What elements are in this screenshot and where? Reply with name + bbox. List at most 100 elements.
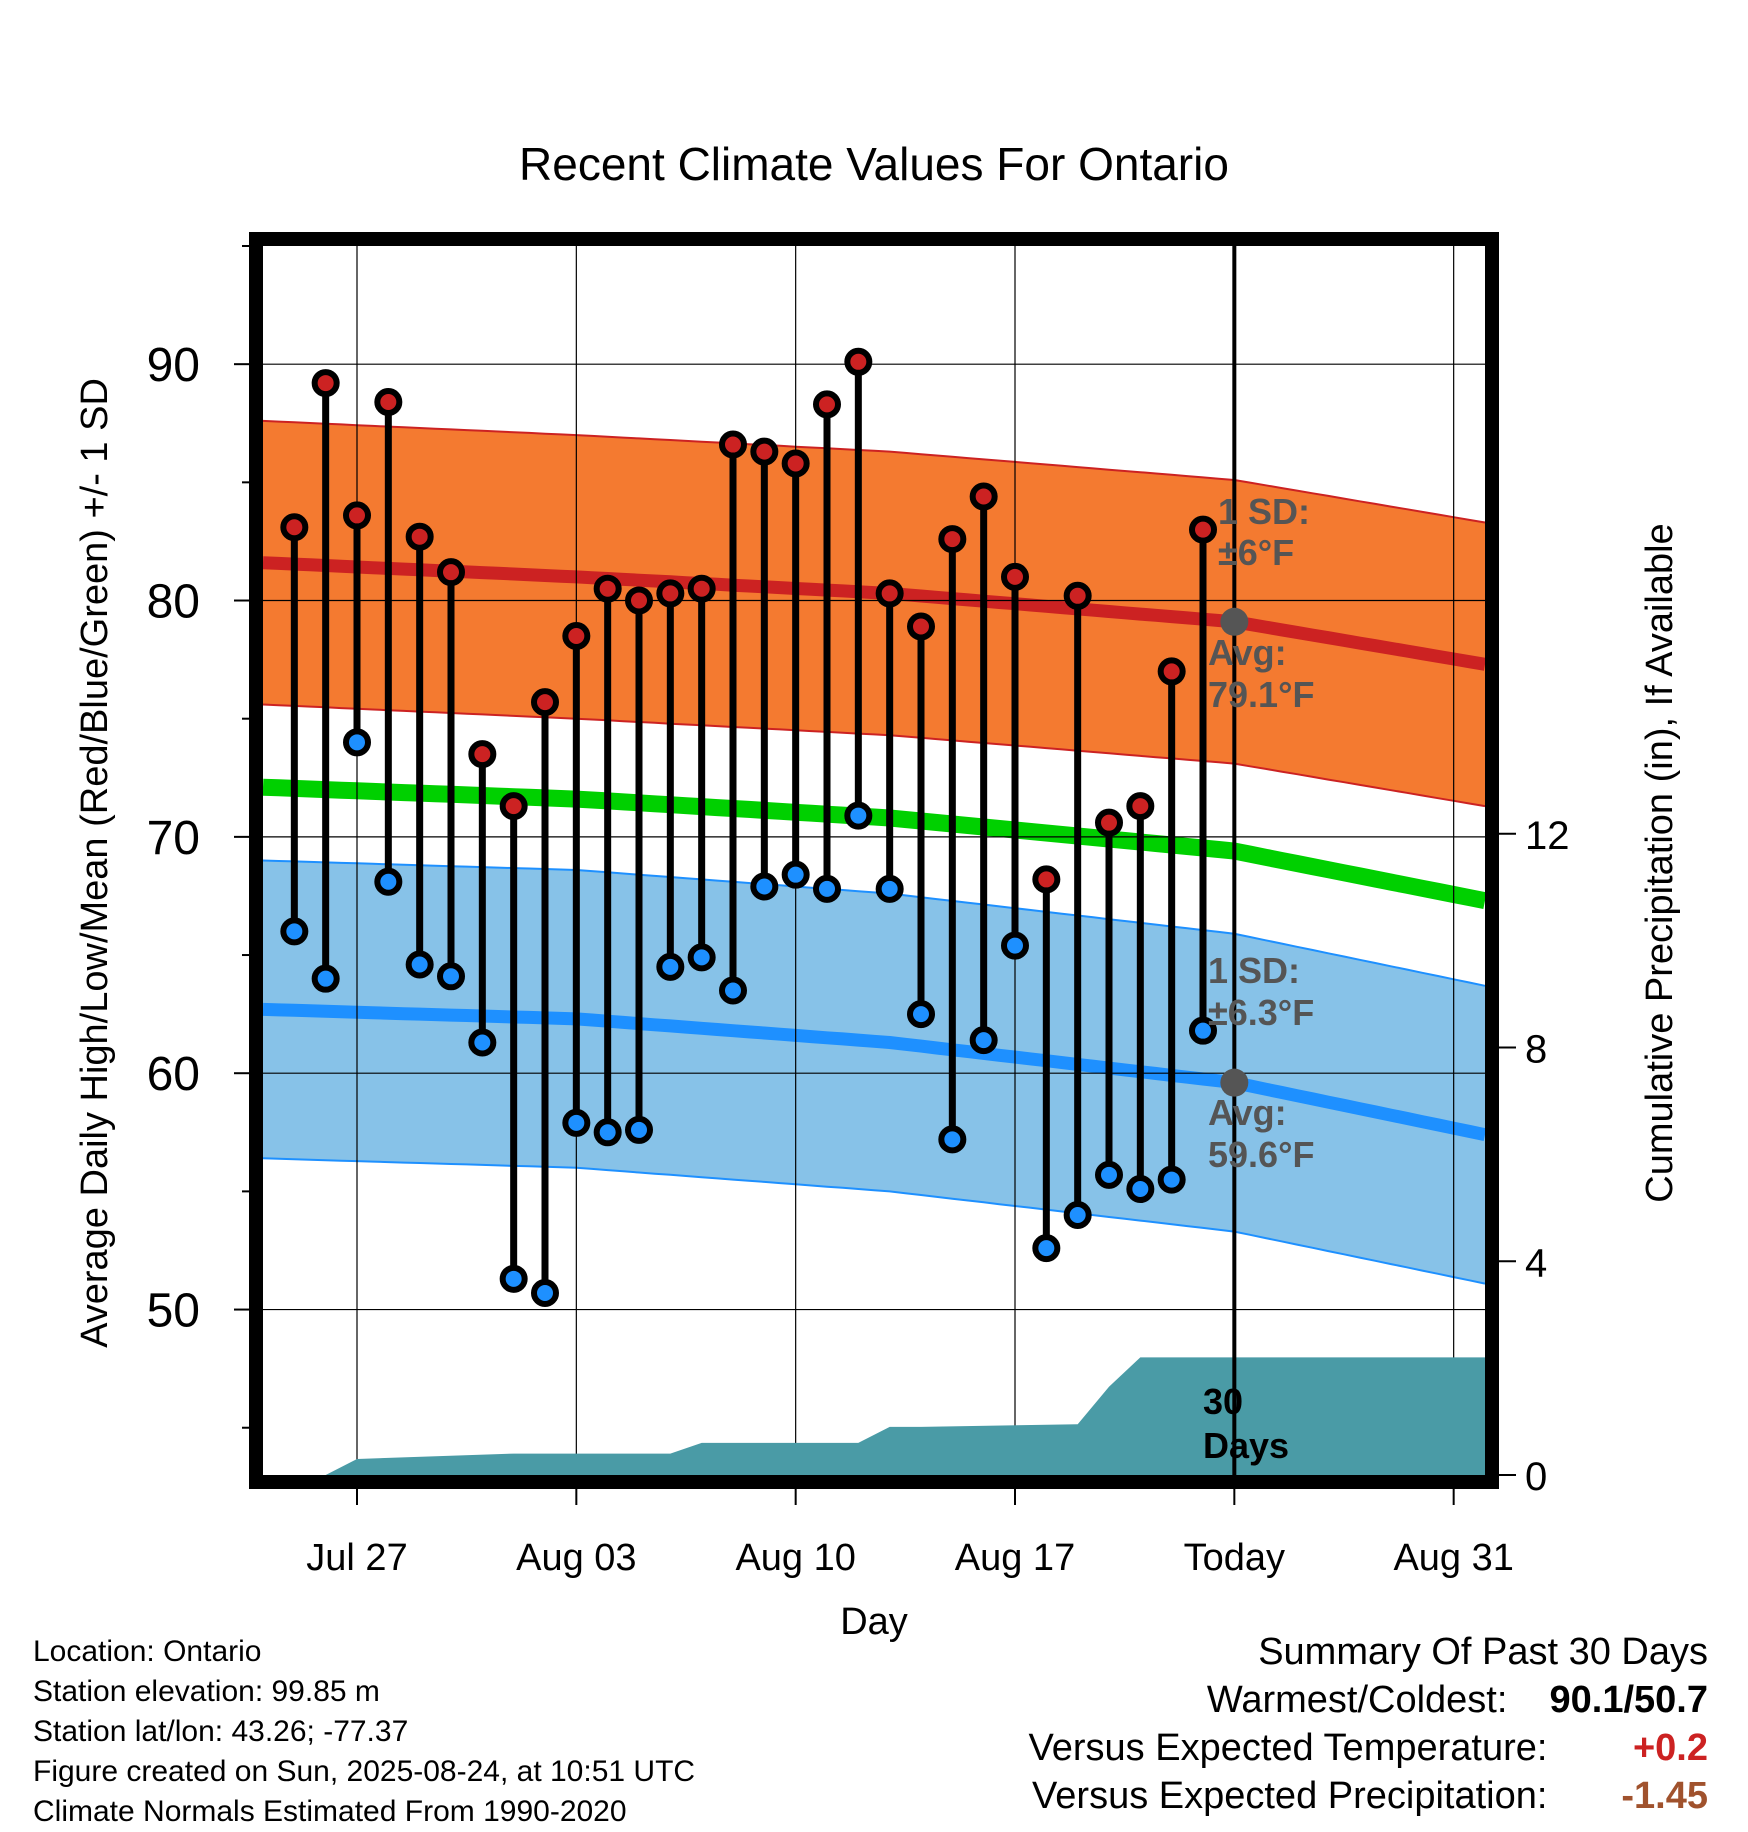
y2-tick-label: 12 (1525, 814, 1570, 858)
low-point (468, 1028, 497, 1057)
y2-tick-label: 4 (1525, 1241, 1547, 1285)
axes: 50 60 70 80 90 0 4 8 12 Jul 27 Aug 03 Aug 10 Aug 17 T… (147, 245, 1570, 1579)
low-point (907, 1000, 935, 1029)
high-sd-upper-edge (262, 419, 1486, 524)
low-point (280, 917, 309, 946)
high-avg-value: 79.1°F (1208, 674, 1314, 715)
high-point (343, 501, 371, 530)
low-point (311, 964, 340, 993)
high-point (813, 390, 841, 419)
low-point (625, 1115, 653, 1144)
x-tick-label: Today (1184, 1537, 1285, 1579)
normal-mean-line (262, 778, 1487, 910)
normal-low-line (262, 1002, 1487, 1142)
low-point (719, 976, 747, 1005)
y-axis-label: Average Daily High/Low/Mean (Red/Blue/Gr… (74, 378, 116, 1348)
y-tick-label: 70 (147, 812, 200, 865)
high-point (938, 525, 967, 554)
low-point (687, 943, 716, 972)
low-point (1189, 1016, 1217, 1045)
summary-temp-label: Versus Expected Temperature: (1028, 1727, 1548, 1769)
low-point (405, 950, 434, 979)
normals-text: Climate Normals Estimated From 1990-2020 (33, 1795, 627, 1828)
x-tick-label: Aug 03 (516, 1537, 636, 1579)
low-point (781, 860, 810, 889)
high-point (875, 579, 904, 608)
x-tick-label: Jul 27 (306, 1537, 407, 1579)
summary-temp-row: Versus Expected Temperature: +0.2 (1029, 1724, 1708, 1772)
high-point (1095, 808, 1123, 837)
high-sd-band (263, 420, 1485, 807)
high-point (750, 437, 779, 466)
low-point (1032, 1234, 1061, 1263)
x-tick-label: Aug 17 (955, 1537, 1075, 1579)
low-point (531, 1279, 559, 1308)
y-tick-label: 80 (147, 576, 200, 629)
chart-annotations: 1 SD: ±6°F Avg: 79.1°F 1 SD: ±6.3°F Avg:… (1203, 491, 1314, 1466)
plot-frame (249, 232, 1499, 1489)
low-sd-value: ±6.3°F (1208, 992, 1314, 1033)
high-point (1063, 581, 1092, 610)
precipitation-area (263, 1357, 1485, 1475)
low-sd-title: 1 SD: (1208, 950, 1300, 991)
low-point (562, 1108, 591, 1137)
low-sd-lower-edge (262, 1157, 1486, 1285)
high-point (531, 688, 559, 717)
x-tick-label: Aug 31 (1393, 1537, 1513, 1579)
high-sd-lower-edge (262, 703, 1486, 808)
station-info: Location: Ontario Station elevation: 99.… (33, 1632, 695, 1832)
high-point (969, 482, 998, 511)
high-point (499, 792, 528, 821)
y2-axis-label: Cumulative Precipitation (in), If Availa… (1639, 523, 1681, 1202)
low-avg-title: Avg: (1208, 1092, 1287, 1133)
high-point (844, 347, 873, 376)
high-point (311, 369, 340, 398)
low-point (499, 1264, 528, 1293)
summary-precip-row: Versus Expected Precipitation: -1.45 (1029, 1772, 1708, 1820)
low-point (750, 872, 779, 901)
summary-warmest-label: Warmest/Coldest: (1206, 1679, 1508, 1721)
chart-title: Recent Climate Values For Ontario (519, 138, 1229, 190)
high-point (1157, 657, 1186, 686)
x-axis-label: Day (840, 1601, 908, 1643)
y-tick-label: 90 (147, 339, 200, 392)
high-point (719, 430, 747, 459)
low-point (875, 874, 904, 903)
high-point (907, 612, 935, 641)
high-point (687, 574, 716, 603)
low-sd-band (263, 860, 1485, 1284)
high-point (468, 740, 497, 769)
low-avg-value: 59.6°F (1208, 1134, 1314, 1175)
y2-tick-label: 0 (1525, 1455, 1547, 1499)
x-tick-label: Aug 10 (735, 1537, 855, 1579)
summary-warmest-value: 90.1/50.7 (1549, 1679, 1708, 1721)
low-point (1095, 1160, 1123, 1189)
low-point (1063, 1201, 1092, 1230)
summary-temp-value: +0.2 (1632, 1727, 1708, 1769)
y-tick-label: 60 (147, 1048, 200, 1101)
summary-title: Summary Of Past 30 Days (1258, 1631, 1708, 1673)
location-text: Location: Ontario (33, 1635, 262, 1668)
low-point (813, 874, 841, 903)
high-avg-title: Avg: (1208, 632, 1287, 673)
low-point (343, 728, 371, 757)
high-point (625, 586, 653, 615)
plot-border (249, 232, 1499, 1489)
summary-precip-label: Versus Expected Precipitation: (1032, 1775, 1548, 1817)
normal-high-line (262, 556, 1487, 671)
low-point (656, 952, 685, 981)
summary-panel: Summary Of Past 30 Days Warmest/Coldest:… (1029, 1628, 1708, 1820)
high-point (280, 513, 309, 542)
daily-temperature-marks (280, 246, 1249, 1475)
elevation-text: Station elevation: 99.85 m (33, 1675, 380, 1708)
low-point (593, 1118, 622, 1147)
low-point (374, 867, 403, 896)
high-point (1001, 562, 1029, 591)
low-point (969, 1026, 998, 1055)
low-point (1126, 1175, 1155, 1204)
precip-label-line2: Days (1203, 1425, 1289, 1466)
low-point (844, 801, 873, 830)
high-point (1032, 865, 1061, 894)
low-point (437, 962, 465, 991)
